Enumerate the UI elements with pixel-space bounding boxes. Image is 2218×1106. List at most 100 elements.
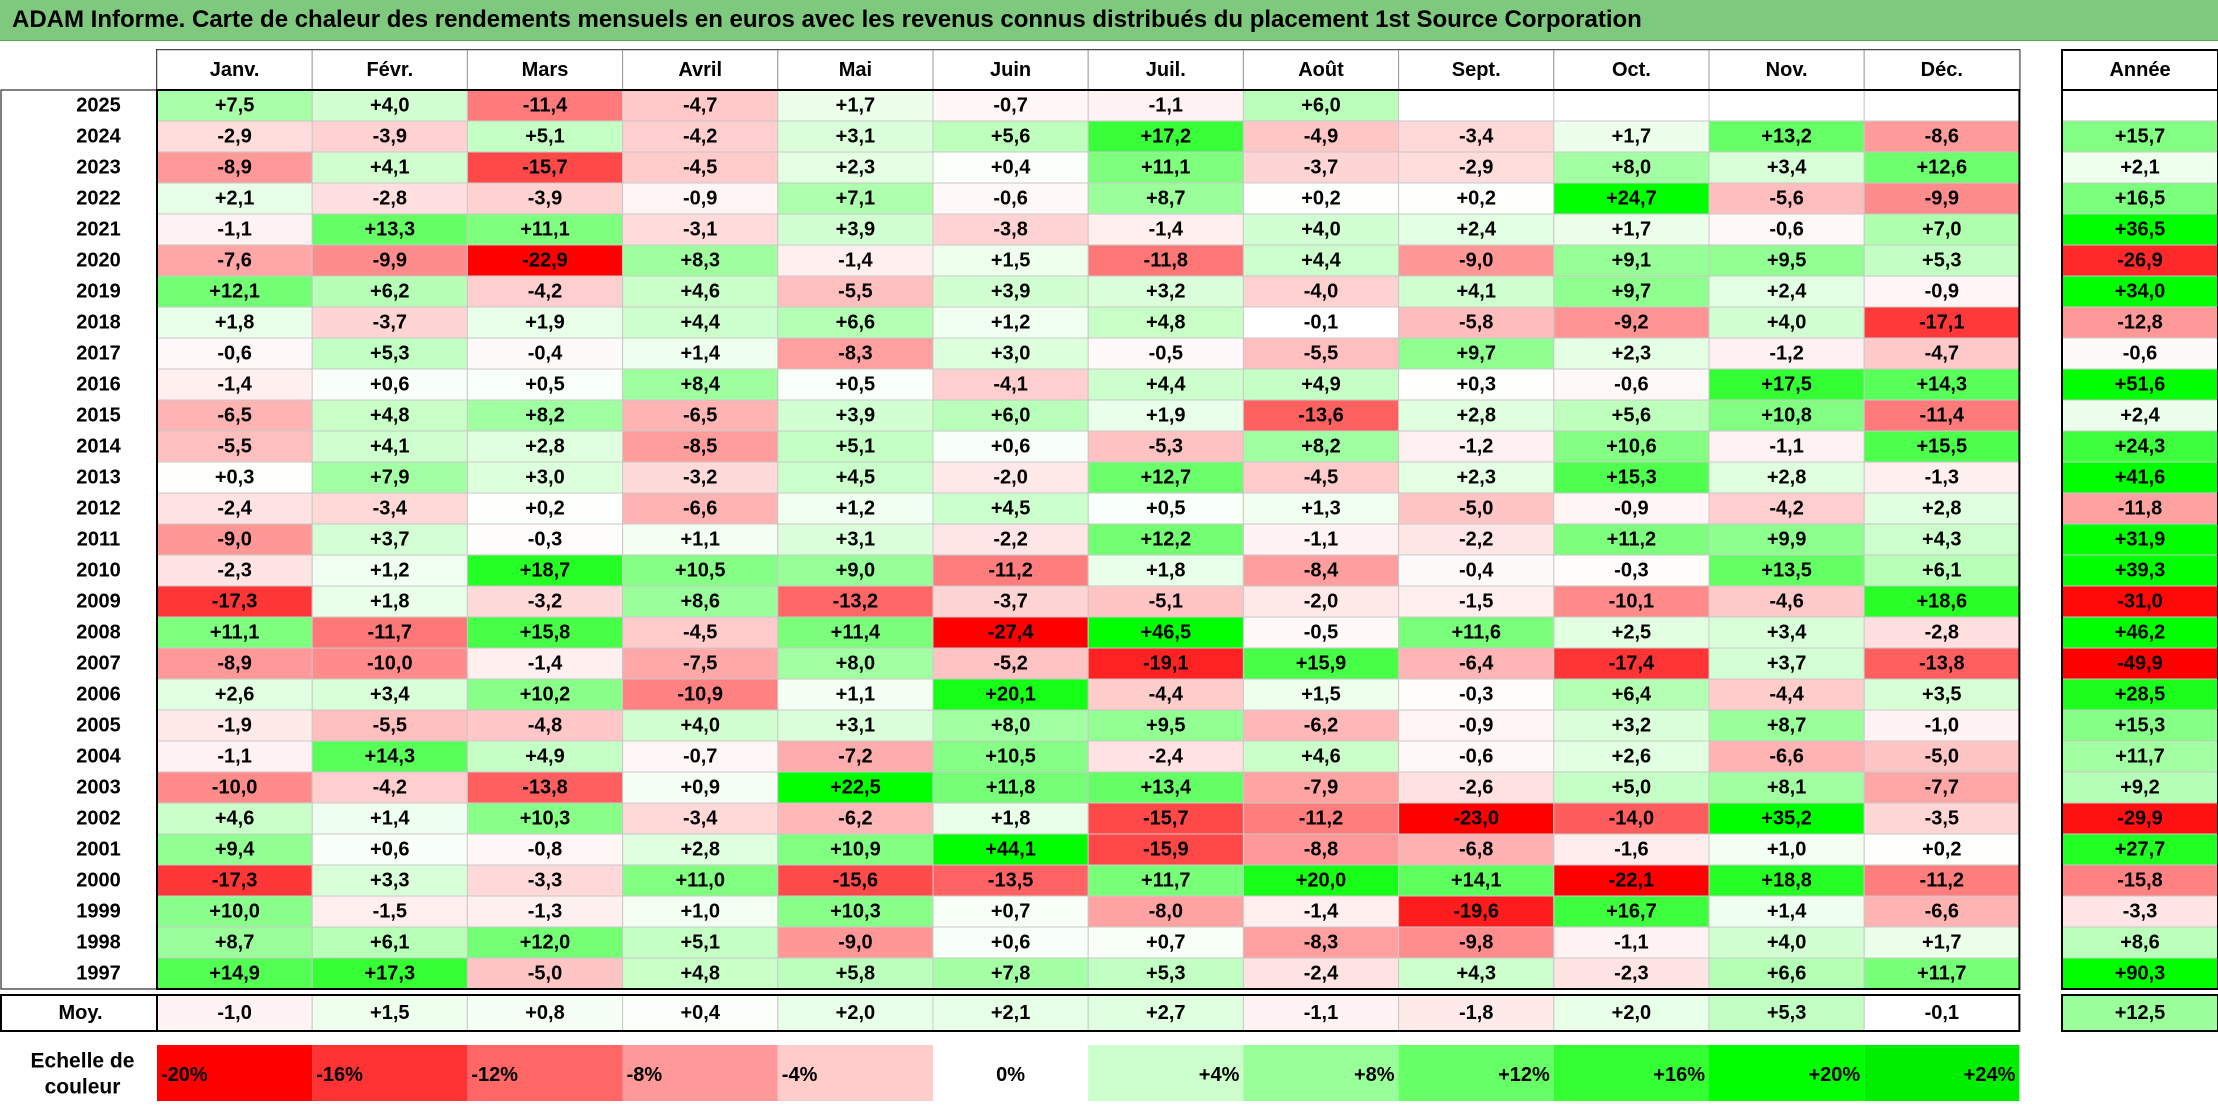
heatmap-cell bbox=[777, 802, 934, 835]
heatmap-cell bbox=[1242, 275, 1400, 308]
cell-value: +0,5 bbox=[1146, 498, 1185, 520]
cell-value: +14,3 bbox=[1916, 374, 1967, 396]
scale-step-label: -4% bbox=[782, 1064, 818, 1086]
cell-value: -8,6 bbox=[1925, 126, 1959, 148]
cell-value: +10,6 bbox=[1606, 436, 1657, 458]
cell-value: +4,4 bbox=[1301, 250, 1341, 272]
heatmap-cell bbox=[1708, 771, 1865, 804]
cell-value: +1,8 bbox=[215, 312, 254, 334]
heatmap-cell bbox=[466, 275, 624, 308]
cell-value: -10,0 bbox=[212, 777, 258, 799]
heatmap-cell bbox=[1553, 771, 1710, 804]
annual-value: -29,9 bbox=[2117, 808, 2163, 830]
heatmap-cell bbox=[1398, 895, 1555, 928]
heatmap-cell bbox=[622, 864, 779, 897]
heatmap-cell bbox=[1398, 368, 1555, 401]
heatmap-cell bbox=[777, 120, 934, 153]
row-year-label: 1999 bbox=[76, 901, 121, 923]
cell-value: +8,0 bbox=[1612, 157, 1651, 179]
average-value: +2,0 bbox=[1612, 1002, 1651, 1024]
cell-value: +7,8 bbox=[991, 963, 1030, 985]
heatmap-cell bbox=[311, 833, 468, 866]
cell-value: +5,8 bbox=[836, 963, 875, 985]
heatmap-cell bbox=[1087, 275, 1244, 308]
scale-step-label: -12% bbox=[471, 1064, 518, 1086]
cell-value: -1,3 bbox=[528, 901, 562, 923]
average-value: +0,8 bbox=[525, 1002, 564, 1024]
cell-value: +6,6 bbox=[1767, 963, 1806, 985]
cell-value: -17,1 bbox=[1919, 312, 1965, 334]
cell-value: -1,4 bbox=[528, 653, 563, 675]
title-bar: ADAM Informe. Carte de chaleur des rende… bbox=[0, 0, 2218, 41]
cell-value: +0,3 bbox=[1456, 374, 1495, 396]
cell-value: +6,0 bbox=[1301, 95, 1340, 117]
cell-value: -1,5 bbox=[373, 901, 407, 923]
heatmap-cell bbox=[311, 430, 468, 463]
month-header-cell bbox=[311, 49, 468, 91]
cell-value: -7,2 bbox=[838, 746, 872, 768]
heatmap-cell bbox=[1087, 678, 1244, 711]
month-header-cell bbox=[622, 49, 779, 91]
month-header-label: Août bbox=[1298, 59, 1344, 81]
heatmap-cell bbox=[932, 337, 1089, 370]
heatmap-cell bbox=[311, 678, 468, 711]
heatmap-cell bbox=[311, 864, 468, 897]
cell-value: -7,7 bbox=[1925, 777, 1959, 799]
cell-value: -27,4 bbox=[988, 622, 1034, 644]
scale-step-label: +16% bbox=[1653, 1064, 1705, 1086]
heatmap-cell bbox=[932, 771, 1089, 804]
cell-value: +1,0 bbox=[680, 901, 719, 923]
cell-value: +6,0 bbox=[991, 405, 1030, 427]
scale-step-label: -16% bbox=[316, 1064, 363, 1086]
annual-value: +41,6 bbox=[2115, 467, 2166, 489]
heatmap-cell bbox=[622, 430, 779, 463]
cell-value: -9,0 bbox=[838, 932, 872, 954]
cell-value: +0,7 bbox=[1146, 932, 1185, 954]
cell-value: -8,0 bbox=[1149, 901, 1183, 923]
cell-value: +1,4 bbox=[1767, 901, 1807, 923]
cell-value: +3,4 bbox=[1767, 157, 1807, 179]
month-header-cell bbox=[777, 49, 934, 91]
heatmap-cell bbox=[777, 647, 934, 680]
cell-value: +2,8 bbox=[1456, 405, 1495, 427]
cell-value: +3,1 bbox=[836, 529, 875, 551]
cell-value: +11,8 bbox=[986, 777, 1036, 799]
cell-value: +12,6 bbox=[1916, 157, 1967, 179]
heatmap-cell bbox=[1863, 368, 2020, 401]
cell-value: +2,4 bbox=[1767, 281, 1807, 303]
annual-cell bbox=[2061, 802, 2218, 835]
cell-value: +14,1 bbox=[1451, 870, 1502, 892]
cell-value: +6,2 bbox=[370, 281, 409, 303]
cell-value: -1,2 bbox=[1459, 436, 1493, 458]
scale-swatch bbox=[933, 1045, 1089, 1101]
month-header-label: Mai bbox=[839, 59, 872, 81]
cell-value: -1,1 bbox=[217, 219, 251, 241]
heatmap-cell bbox=[622, 771, 779, 804]
cell-value: +9,7 bbox=[1612, 281, 1651, 303]
cell-value: +2,3 bbox=[1612, 343, 1651, 365]
heatmap-cell bbox=[1398, 957, 1555, 990]
annual-cell bbox=[2061, 213, 2218, 246]
heatmap-cell bbox=[1242, 430, 1400, 463]
heatmap-cell bbox=[1553, 833, 1710, 866]
heatmap-cell bbox=[311, 585, 468, 618]
cell-value: +4,0 bbox=[1767, 932, 1806, 954]
cell-value: -15,9 bbox=[1143, 839, 1189, 861]
cell-value: +11,1 bbox=[520, 219, 570, 241]
heatmap-cell bbox=[311, 802, 468, 835]
annual-value: +46,2 bbox=[2115, 622, 2166, 644]
cell-value: -13,6 bbox=[1298, 405, 1344, 427]
heatmap-cell bbox=[932, 554, 1089, 587]
cell-value: +2,8 bbox=[1767, 467, 1806, 489]
cell-value: +4,5 bbox=[836, 467, 875, 489]
cell-value: -3,5 bbox=[1925, 808, 1959, 830]
heatmap-cell bbox=[1553, 182, 1710, 215]
cell-value: +14,9 bbox=[209, 963, 260, 985]
heatmap-cell bbox=[932, 957, 1089, 990]
heatmap-cell bbox=[1553, 740, 1710, 773]
cell-value: +2,4 bbox=[1456, 219, 1496, 241]
cell-value: -1,5 bbox=[1459, 591, 1493, 613]
cell-value: -5,0 bbox=[528, 963, 562, 985]
cell-value: -17,4 bbox=[1609, 653, 1655, 675]
heatmap-cell bbox=[466, 740, 624, 773]
